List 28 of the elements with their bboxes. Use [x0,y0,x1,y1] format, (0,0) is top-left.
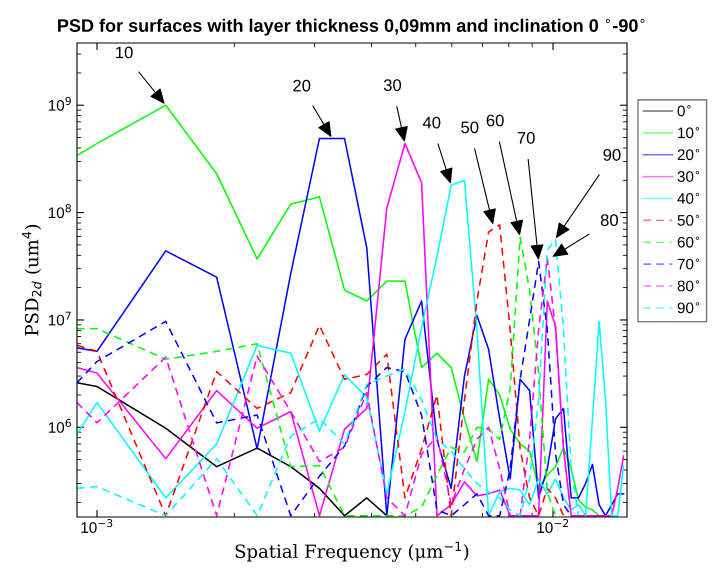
y-tick-label: 10$^{6}$ [48,418,71,433]
y-axis-title: PSD$_{2d}$ (um$^{4}$) [22,224,42,336]
chart-title: PSD for surfaces with layer thickness 0,09mm and inclination 0 $^{∘}$-90$^{∘}$ [58,18,645,36]
legend-label: 40$^{∘}$ [677,192,700,204]
y-tick-label: 10$^{7}$ [48,312,71,326]
legend-label: 30$^{∘}$ [678,170,700,182]
x-tick-label: 10$^{−2}$ [537,519,568,533]
annotation: 10 [116,46,133,58]
y-tick-label: 10$^{9}$ [48,96,71,111]
legend-label: 90$^{∘}$ [678,302,700,314]
annotation: 30 [384,79,402,92]
legend-label: 80$^{∘}$ [678,280,700,292]
annotation: 40 [422,116,440,129]
x-tick-label: 10$^{−3}$ [81,519,112,533]
legend-label: 50$^{∘}$ [678,214,700,226]
annotation: 70 [518,132,535,144]
legend-label: 60$^{∘}$ [678,236,700,248]
annotation: 60 [486,114,504,126]
legend-label: 70$^{∘}$ [678,258,700,270]
y-tick-label: 10$^{8}$ [48,204,71,218]
annotation: 50 [461,121,478,134]
legend-label: 20$^{∘}$ [678,149,700,160]
annotation: 90 [603,148,621,161]
annotation: 80 [600,214,618,226]
legend-label: 0$^{∘}$ [678,105,691,116]
x-axis-title: Spatial Frequency (μm$^{−1}$) [236,542,468,562]
annotation: 20 [293,80,310,92]
legend-label: 10$^{∘}$ [678,127,700,138]
